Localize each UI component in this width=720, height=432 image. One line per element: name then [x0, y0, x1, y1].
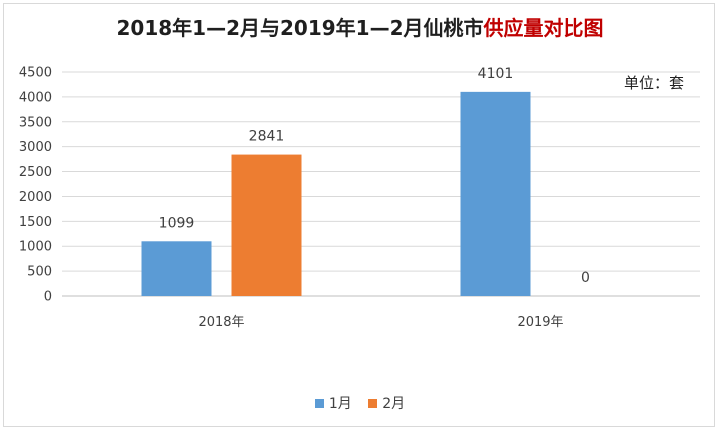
y-tick-label: 2000: [19, 190, 52, 205]
y-tick-label: 4000: [19, 90, 52, 105]
chart-frame: [3, 3, 715, 427]
data-label: 4101: [478, 66, 514, 82]
data-label: 0: [581, 270, 590, 286]
x-tick-label: 2018年: [198, 315, 244, 330]
y-tick-label: 500: [27, 265, 52, 280]
bar: [141, 241, 212, 296]
legend-swatch-series-2: [368, 398, 378, 408]
legend: 1月 2月: [0, 393, 720, 413]
chart-title-highlight: 供应量对比图: [483, 16, 604, 40]
legend-label-series-2: 2月: [382, 396, 406, 412]
y-tick-label: 0: [44, 290, 52, 305]
x-tick-label: 2019年: [517, 315, 563, 330]
legend-swatch-series-1: [314, 398, 324, 408]
bar: [460, 91, 531, 297]
y-tick-label: 1000: [19, 240, 52, 255]
legend-label-series-1: 1月: [328, 396, 352, 412]
y-tick-label: 1500: [19, 215, 52, 230]
y-tick-label: 3000: [19, 140, 52, 155]
data-label: 2841: [249, 129, 285, 145]
unit-label: 单位：套: [623, 74, 684, 92]
y-tick-label: 4500: [19, 66, 52, 81]
y-tick-label: 3500: [19, 115, 52, 130]
data-label: 1099: [159, 215, 195, 231]
chart-title-main: 2018年1—2月与2019年1—2月仙桃市: [116, 16, 484, 40]
legend-item-series-1: 1月: [314, 393, 352, 413]
chart-title: 2018年1—2月与2019年1—2月仙桃市供应量对比图: [0, 12, 720, 41]
y-tick-label: 2500: [19, 165, 52, 180]
legend-item-series-2: 2月: [368, 393, 405, 413]
bar: [231, 154, 302, 296]
